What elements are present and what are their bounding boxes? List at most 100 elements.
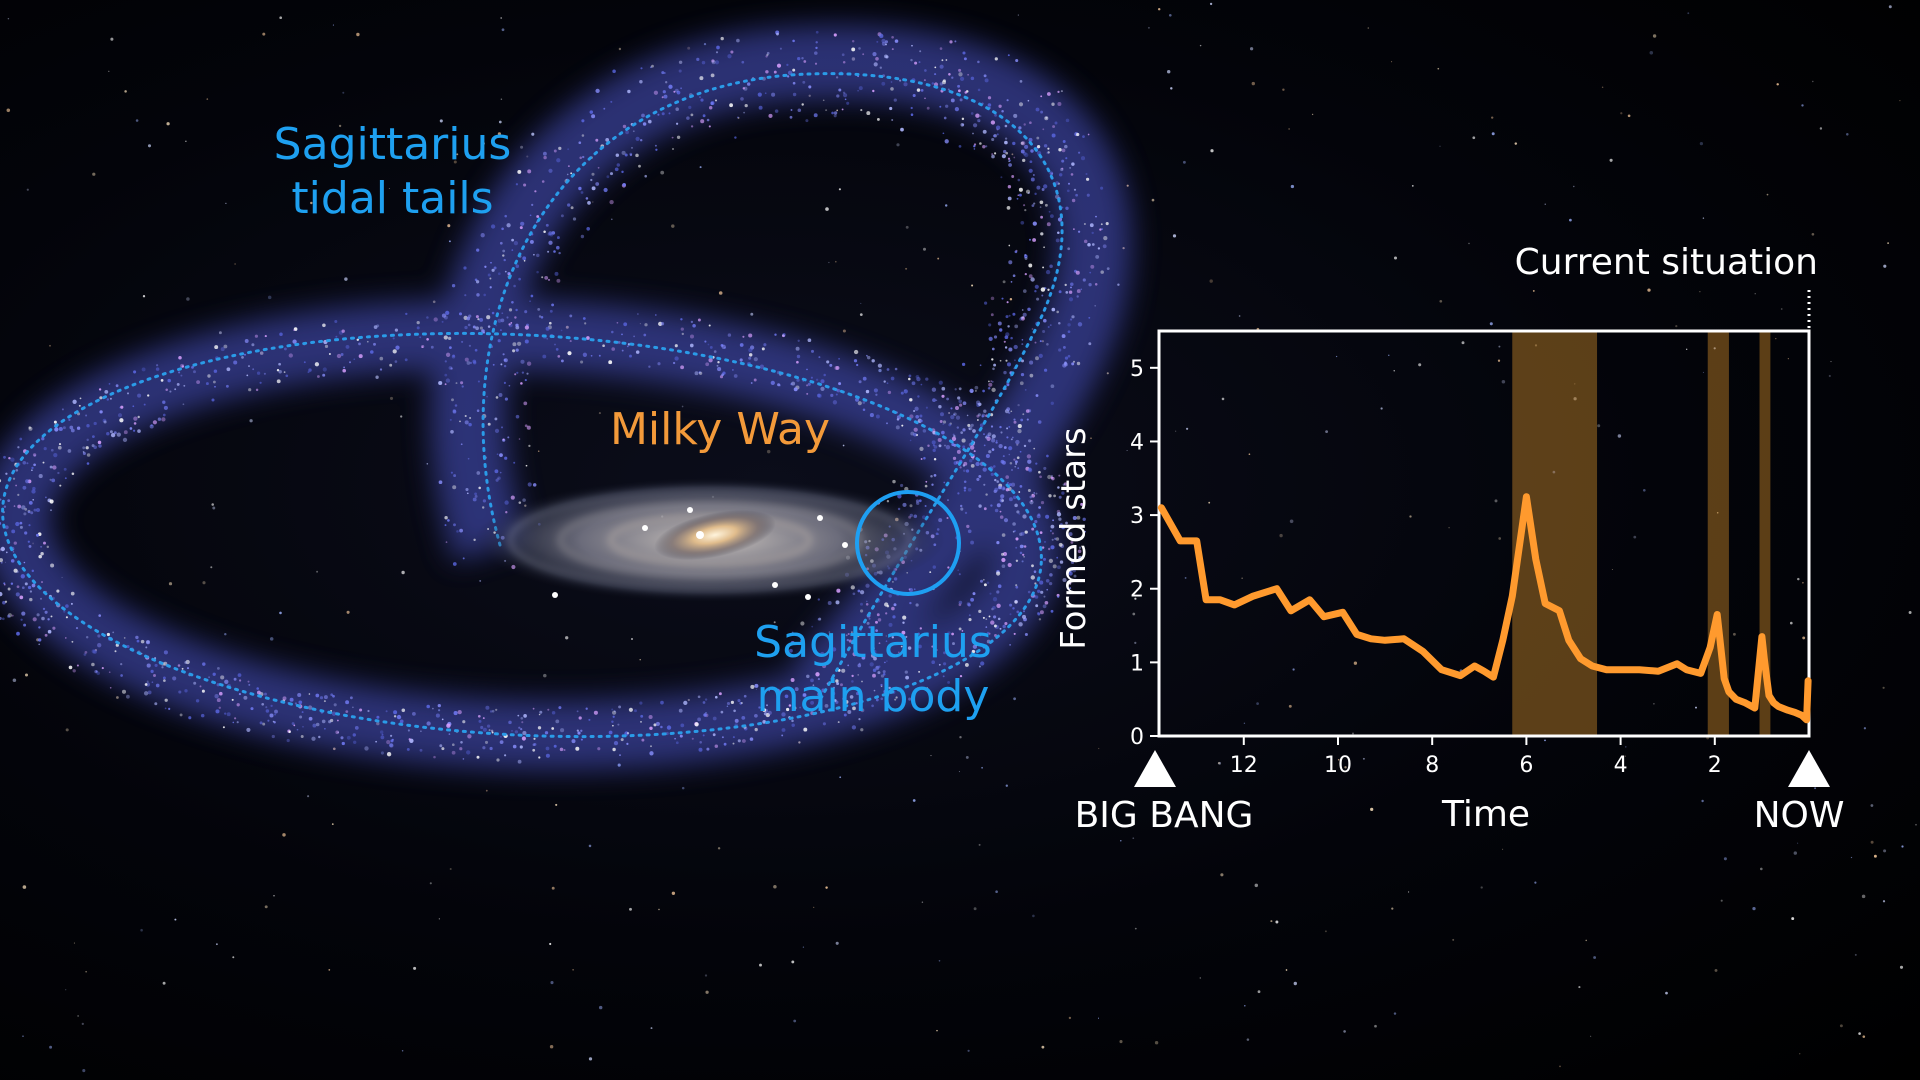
stream-star <box>838 88 842 92</box>
stream-star <box>441 320 444 323</box>
stream-star <box>982 145 986 149</box>
stream-star <box>621 150 626 155</box>
stream-star <box>688 105 692 109</box>
stream-star <box>858 717 861 721</box>
stream-star <box>833 111 838 115</box>
stream-star <box>97 643 102 648</box>
stream-star <box>828 634 832 638</box>
stream-star <box>437 703 441 708</box>
stream-star <box>990 472 994 477</box>
stream-star <box>466 750 471 755</box>
stream-star <box>1011 175 1015 178</box>
stream-star <box>899 79 902 82</box>
stream-star <box>753 357 758 362</box>
stream-star <box>909 398 913 402</box>
stream-star <box>698 747 703 752</box>
y-tick-label: 0 <box>1130 725 1144 750</box>
stream-star <box>532 707 535 710</box>
stream-star <box>835 600 840 605</box>
stream-star <box>1076 132 1080 137</box>
background-star <box>551 886 555 890</box>
stream-star <box>405 312 408 316</box>
stream-star <box>675 122 679 125</box>
stream-star <box>718 692 722 696</box>
stream-star <box>444 360 447 363</box>
stream-star <box>708 324 711 327</box>
background-star <box>262 32 266 36</box>
stream-star <box>15 468 19 472</box>
background-star <box>429 882 432 885</box>
stream-star <box>532 748 536 752</box>
stream-star <box>85 414 88 417</box>
stream-star <box>154 663 158 667</box>
background-star <box>202 581 206 585</box>
stream-star <box>4 600 8 603</box>
background-star <box>147 144 152 148</box>
stream-star <box>1042 266 1045 269</box>
stream-star <box>1067 323 1071 327</box>
stream-star <box>137 429 141 433</box>
stream-star <box>459 420 461 423</box>
stream-star <box>213 369 218 373</box>
stream-star <box>781 734 784 737</box>
background-star <box>482 142 485 145</box>
stream-star <box>990 120 996 125</box>
stream-star <box>502 249 506 253</box>
stream-star <box>98 388 102 391</box>
stream-star <box>891 35 894 39</box>
stream-star <box>859 590 865 595</box>
background-star <box>82 1069 86 1073</box>
stream-star <box>736 38 740 43</box>
stream-star <box>191 366 194 369</box>
stream-star <box>705 362 710 367</box>
stream-star <box>1069 571 1072 573</box>
background-star <box>500 17 503 19</box>
stream-star <box>1013 113 1018 118</box>
stream-star <box>567 203 571 207</box>
background-star <box>1514 142 1518 145</box>
stream-star <box>959 98 963 102</box>
stream-star <box>983 444 986 447</box>
stream-star <box>1067 247 1071 251</box>
stream-star <box>771 92 776 97</box>
stream-star <box>882 670 886 674</box>
stream-star <box>31 469 33 472</box>
stream-star <box>800 641 804 646</box>
stream-star <box>972 123 978 128</box>
stream-star <box>1008 497 1013 502</box>
stream-star <box>1030 575 1036 580</box>
stream-star <box>986 581 990 585</box>
stream-star <box>178 690 182 694</box>
background-star <box>1134 927 1137 930</box>
stream-star <box>586 227 590 231</box>
stream-star <box>1040 590 1044 594</box>
stream-star <box>41 581 43 583</box>
stream-star <box>1037 612 1041 616</box>
stream-star <box>443 335 448 340</box>
stream-star <box>452 409 457 414</box>
stream-star <box>988 615 991 618</box>
stream-star <box>524 339 529 344</box>
stream-star <box>617 340 621 344</box>
background-star <box>1814 787 1817 790</box>
stream-star <box>307 371 310 374</box>
background-star <box>211 503 214 506</box>
stream-star <box>569 340 572 343</box>
background-star <box>1850 856 1853 859</box>
stream-star <box>610 218 613 221</box>
background-star <box>1498 345 1501 348</box>
background-star <box>1208 501 1211 504</box>
stream-star <box>1030 277 1035 282</box>
stream-star <box>925 406 928 409</box>
stream-star <box>395 345 400 350</box>
stream-star <box>1035 394 1039 397</box>
stream-star <box>908 377 911 381</box>
stream-star <box>672 148 674 150</box>
stream-star <box>288 353 293 358</box>
stream-star <box>478 486 481 490</box>
stream-star <box>67 449 72 453</box>
stream-star <box>631 147 633 149</box>
stream-star <box>1067 354 1071 358</box>
stream-star <box>831 647 837 652</box>
stream-star <box>526 425 531 430</box>
